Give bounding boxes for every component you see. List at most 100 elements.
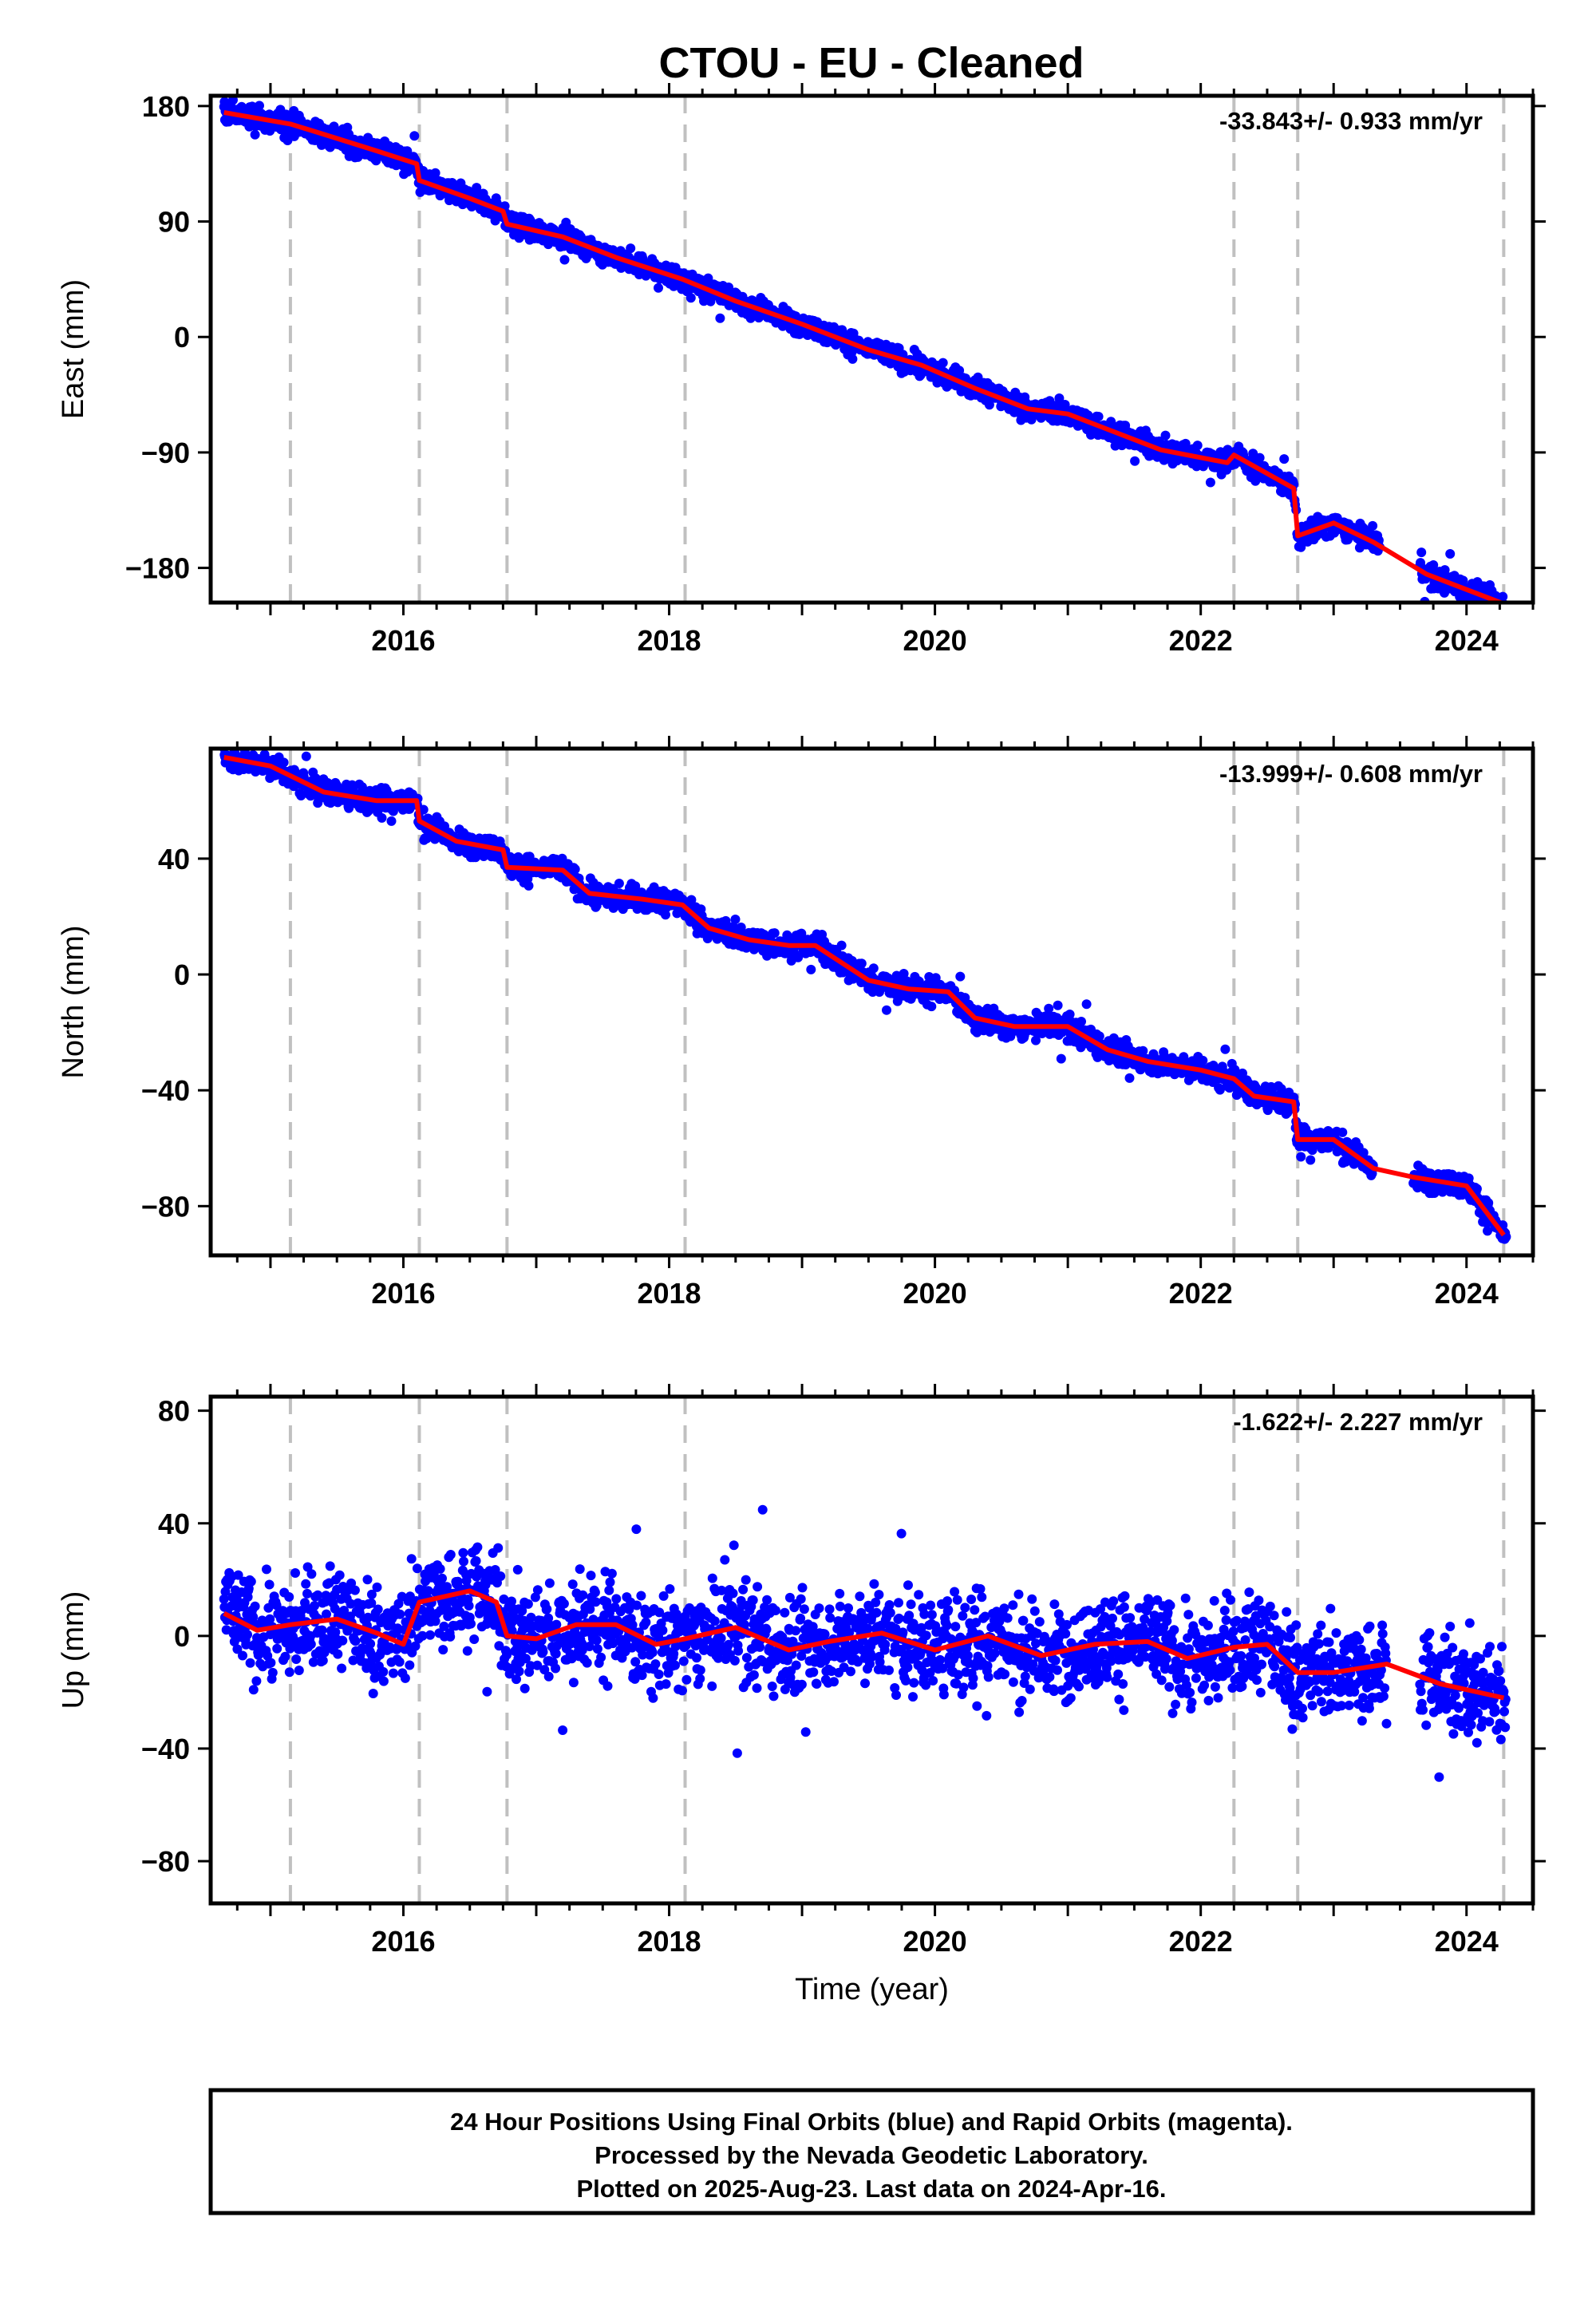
panel-frame xyxy=(208,93,1535,605)
data-point xyxy=(280,1651,290,1662)
data-point xyxy=(1192,441,1203,451)
data-point xyxy=(228,96,238,105)
data-point xyxy=(233,1570,243,1580)
data-point xyxy=(296,1606,306,1616)
data-point xyxy=(1337,1127,1348,1137)
data-point xyxy=(1250,476,1261,486)
data-point xyxy=(313,1590,323,1600)
data-point xyxy=(1130,456,1140,466)
data-point xyxy=(1065,1010,1075,1019)
data-point xyxy=(559,255,570,265)
data-point xyxy=(1445,549,1456,559)
y-tick-label: 0 xyxy=(174,321,190,354)
data-point xyxy=(1296,1152,1306,1162)
y-axis-label: East (mm) xyxy=(57,279,90,419)
data-point xyxy=(334,1570,345,1580)
data-point xyxy=(1044,1003,1054,1014)
model-line xyxy=(223,109,1505,603)
data-point xyxy=(219,1594,229,1604)
data-point xyxy=(836,940,847,951)
data-point xyxy=(930,973,941,983)
data-point xyxy=(279,757,289,768)
model-line xyxy=(223,754,1506,1237)
data-point xyxy=(1054,393,1065,403)
data-point xyxy=(1215,1085,1225,1095)
data-point xyxy=(1160,430,1171,441)
data-point xyxy=(1124,1073,1135,1083)
data-point xyxy=(296,791,306,800)
data-point xyxy=(1440,565,1450,575)
data-point xyxy=(806,964,816,974)
data-point xyxy=(290,1568,300,1578)
data-point xyxy=(251,1676,262,1686)
data-point xyxy=(1262,1105,1273,1116)
x-tick-label: 2024 xyxy=(1435,1277,1499,1310)
data-point xyxy=(730,915,741,924)
data-point xyxy=(856,958,867,969)
data-point xyxy=(1358,1148,1369,1158)
data-point xyxy=(1464,1173,1474,1184)
data-point xyxy=(264,1579,275,1590)
data-point xyxy=(954,366,965,376)
y-tick-label: −80 xyxy=(141,1190,190,1223)
data-point xyxy=(703,273,713,283)
panel-background xyxy=(211,749,1533,1255)
data-point xyxy=(1053,1000,1063,1010)
data-point xyxy=(262,1564,271,1575)
data-point xyxy=(245,1658,255,1668)
data-point xyxy=(306,1569,317,1579)
data-point xyxy=(333,1649,343,1659)
data-point xyxy=(322,1609,331,1619)
data-point xyxy=(291,1654,302,1664)
data-point xyxy=(715,313,725,323)
data-point xyxy=(686,895,697,905)
data-point xyxy=(1031,1035,1041,1045)
data-point xyxy=(654,283,663,293)
x-tick-label: 2022 xyxy=(1169,624,1233,657)
chart-title: CTOU - EU - Cleaned xyxy=(658,39,1084,87)
data-point xyxy=(1254,453,1265,463)
data-point xyxy=(377,812,387,823)
y-tick-label: −180 xyxy=(125,552,190,585)
data-point xyxy=(310,1601,319,1611)
data-point xyxy=(882,1005,891,1015)
data-point xyxy=(955,971,966,982)
x-tick-label: 2018 xyxy=(637,624,701,657)
y-tick-label: −40 xyxy=(141,1074,190,1107)
data-point xyxy=(1081,999,1092,1010)
data-point xyxy=(308,1657,318,1667)
data-point xyxy=(1198,1055,1208,1065)
rate-annotation: -13.999+/- 0.608 mm/yr xyxy=(1219,760,1483,788)
data-point xyxy=(271,1600,282,1611)
data-point xyxy=(1483,1226,1492,1236)
data-point xyxy=(1205,477,1215,488)
data-point xyxy=(344,803,354,813)
data-point xyxy=(246,1576,256,1587)
data-point xyxy=(250,129,260,140)
data-point xyxy=(266,1658,276,1668)
data-point xyxy=(1483,1198,1494,1208)
data-point xyxy=(301,751,311,761)
data-point xyxy=(1120,1060,1131,1069)
data-point xyxy=(325,1561,335,1571)
data-point xyxy=(523,880,534,891)
data-point xyxy=(926,1002,937,1012)
data-point xyxy=(938,358,948,368)
data-point xyxy=(1498,591,1508,602)
y-tick-label: 90 xyxy=(158,206,190,239)
data-point xyxy=(255,101,264,111)
data-point xyxy=(430,168,440,178)
data-point xyxy=(1092,1052,1103,1062)
data-point xyxy=(284,1667,294,1678)
data-point xyxy=(1093,412,1104,421)
x-tick-label: 2020 xyxy=(903,624,967,657)
data-point xyxy=(661,910,670,920)
data-point xyxy=(238,1650,247,1661)
data-point xyxy=(1306,1155,1316,1165)
data-point xyxy=(614,879,624,888)
